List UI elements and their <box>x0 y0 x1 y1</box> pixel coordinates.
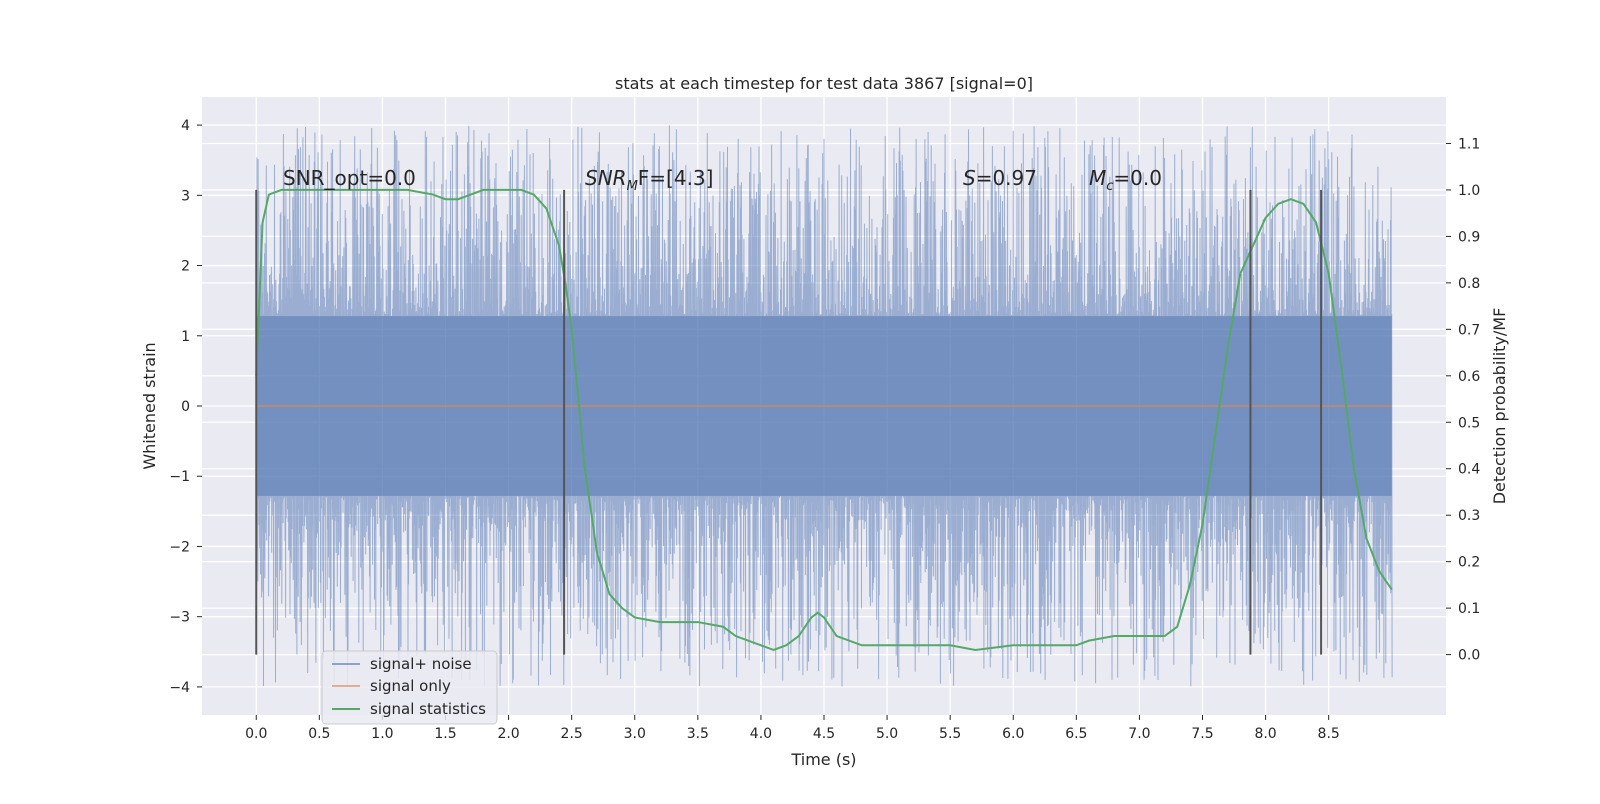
x-tick-label: 2.5 <box>561 726 583 742</box>
y2-tick-label: 0.9 <box>1458 229 1480 245</box>
mc-annotation: Mc=0.0 <box>1089 166 1162 194</box>
y2-tick-label: 0.8 <box>1458 276 1480 292</box>
signal-statistics-line <box>255 188 1393 652</box>
legend-label-signal-noise: signal+ noise <box>370 655 472 673</box>
snr-mf-tail: F=[4.3] <box>638 166 714 190</box>
y2-tick-label: 0.7 <box>1458 322 1480 338</box>
x-tick-label: 1.0 <box>371 726 393 742</box>
legend-box <box>321 650 498 725</box>
y2-tick-label: 0.0 <box>1458 648 1480 664</box>
y-tick-label: −2 <box>169 539 190 555</box>
mc-tail: =0.0 <box>1113 166 1162 190</box>
x-axis-label: Time (s) <box>790 750 856 769</box>
y2-tick-label: 0.6 <box>1458 369 1480 385</box>
y-tick-label: −3 <box>169 610 190 626</box>
noise-trace <box>255 125 1393 687</box>
y-axis-label: Whitened strain <box>140 342 159 469</box>
y2-tick-label: 1.0 <box>1458 183 1480 199</box>
x-tick-label: 0.5 <box>308 726 330 742</box>
snr-mf-name: SNR <box>585 166 627 190</box>
x-tick-label: 1.5 <box>434 726 456 742</box>
x-tick-label: 5.0 <box>876 726 898 742</box>
x-tick-label: 6.0 <box>1002 726 1024 742</box>
annotations: SNR_opt=0.0 SNRMF=[4.3] S=0.97 Mc=0.0 <box>283 166 1162 194</box>
y-tick-label: 0 <box>181 399 190 415</box>
x-tick-label: 4.0 <box>750 726 772 742</box>
mc-name: M <box>1089 166 1106 190</box>
x-tick-label: 7.5 <box>1191 726 1213 742</box>
y2-tick-label: 0.1 <box>1458 601 1480 617</box>
x-tick-label: 6.5 <box>1065 726 1087 742</box>
legend: signal+ noise signal only signal statist… <box>321 650 498 725</box>
axis-ticks: 0.0 0.5 1.0 1.5 2.0 2.5 3.0 3.5 4.0 4.5 5.0 5.5 6.0 6… <box>169 118 1480 742</box>
x-tick-label: 3.0 <box>624 726 646 742</box>
snr-opt-annotation: SNR_opt=0.0 <box>283 166 416 190</box>
y2-tick-label: 0.5 <box>1458 415 1480 431</box>
x-tick-label: 8.5 <box>1318 726 1340 742</box>
y2-axis-label: Detection probability/MF <box>1490 308 1509 505</box>
y-tick-label: −4 <box>169 680 190 696</box>
snr-mf-annotation: SNRMF=[4.3] <box>585 166 713 194</box>
legend-label-signal-statistics: signal statistics <box>370 700 486 718</box>
s-annotation: S=0.97 <box>963 166 1037 190</box>
s-name: S <box>963 166 976 190</box>
x-tick-label: 5.5 <box>939 726 961 742</box>
x-tick-label: 8.0 <box>1254 726 1276 742</box>
y-tick-label: 2 <box>181 259 190 275</box>
y2-tick-label: 1.1 <box>1458 136 1480 152</box>
y-tick-label: −1 <box>169 469 190 485</box>
y-tick-label: 4 <box>181 118 190 134</box>
vertical-markers <box>255 189 1323 655</box>
x-tick-label: 3.5 <box>687 726 709 742</box>
x-tick-label: 2.0 <box>497 726 519 742</box>
y-tick-label: 1 <box>181 329 190 345</box>
chart-title: stats at each timestep for test data 386… <box>615 74 1033 93</box>
snr-mf-subscript: M <box>627 179 638 194</box>
x-tick-label: 4.5 <box>813 726 835 742</box>
s-tail: =0.97 <box>976 166 1037 190</box>
x-tick-label: 0.0 <box>245 726 267 742</box>
y2-tick-label: 0.2 <box>1458 555 1480 571</box>
y2-tick-label: 0.3 <box>1458 508 1480 524</box>
legend-label-signal-only: signal only <box>370 677 451 695</box>
signal-statistics-series <box>255 188 1393 652</box>
x-tick-label: 7.0 <box>1128 726 1150 742</box>
mc-subscript: c <box>1106 179 1113 194</box>
y2-tick-label: 0.4 <box>1458 462 1480 478</box>
y-tick-label: 3 <box>181 188 190 204</box>
